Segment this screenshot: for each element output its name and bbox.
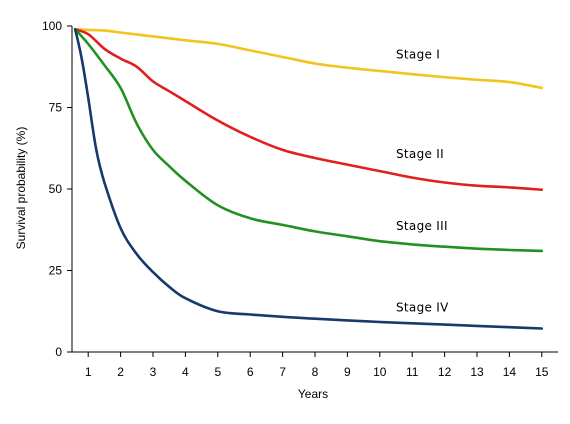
x-tick-label: 13 — [470, 365, 484, 379]
x-tick-label: 8 — [312, 365, 319, 379]
x-tick-label: 2 — [117, 365, 124, 379]
x-axis-title: Years — [298, 387, 328, 401]
series-label-stage-iv: Stage IV — [396, 300, 449, 314]
y-tick-label: 100 — [42, 19, 62, 33]
series-line-stage-iii — [73, 28, 544, 253]
x-tick-label: 9 — [344, 365, 351, 379]
x-tick-label: 1 — [85, 365, 92, 379]
y-axis-title: Survival probability (%) — [14, 127, 28, 250]
x-tick-label: 15 — [535, 365, 549, 379]
label-layer: Stage I Stage II Stage III Stage IV — [396, 48, 449, 315]
series-label-stage-ii: Stage II — [396, 147, 444, 161]
x-tick-label: 10 — [373, 365, 387, 379]
x-tick-label: 11 — [406, 365, 419, 379]
y-tick-label: 25 — [49, 264, 63, 278]
y-tick-label: 75 — [49, 101, 63, 115]
series-line-stage-ii — [73, 28, 544, 191]
x-tick-label: 7 — [279, 365, 286, 379]
x-tick-label: 5 — [214, 365, 221, 379]
x-tick-label: 12 — [438, 365, 452, 379]
x-tick-label: 14 — [503, 365, 517, 379]
series-label-stage-i: Stage I — [396, 48, 440, 62]
y-tick-label: 0 — [55, 345, 62, 359]
y-tick-label: 50 — [49, 182, 63, 196]
x-tick-label: 6 — [247, 365, 254, 379]
series-line-stage-i — [73, 28, 544, 90]
x-tick-label: 4 — [182, 365, 189, 379]
series-line-stage-iv — [73, 28, 544, 330]
series-layer — [73, 28, 544, 330]
x-tick-label: 3 — [150, 365, 157, 379]
series-label-stage-iii: Stage III — [396, 219, 448, 233]
